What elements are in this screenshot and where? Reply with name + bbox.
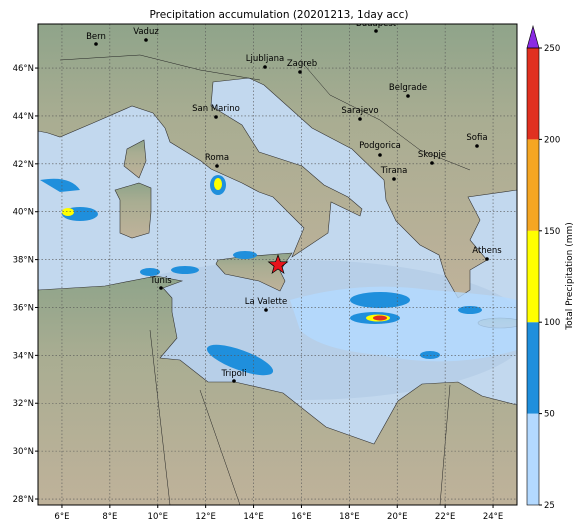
y-tick-label: 36°N xyxy=(13,303,34,313)
city-label: Belgrade xyxy=(389,83,427,93)
y-tick-label: 40°N xyxy=(13,208,34,218)
city-dot xyxy=(94,42,98,46)
y-tick-label: 34°N xyxy=(13,351,34,361)
colorbar-tick-label: 200 xyxy=(544,135,560,145)
europe-land xyxy=(38,24,517,299)
map-area: Bern Vaduz Budapest Ljubljana Zagreb San… xyxy=(38,19,517,505)
colorbar-label: Total Precipitation (mm) xyxy=(565,222,575,331)
colorbar-tick-label: 250 xyxy=(544,44,560,54)
y-tick-label: 32°N xyxy=(13,399,34,409)
city-label: Zagreb xyxy=(287,59,317,69)
colorbar-segment xyxy=(527,139,539,231)
city-label: Ljubljana xyxy=(246,54,284,64)
city-dot xyxy=(159,286,163,290)
map-frame xyxy=(37,23,518,506)
y-tick-label: 46°N xyxy=(13,64,34,74)
corsica xyxy=(123,139,147,179)
y-tick-label: 38°N xyxy=(13,256,34,266)
sardinia xyxy=(114,182,152,239)
precipitation xyxy=(40,175,517,376)
city-dot xyxy=(358,117,362,121)
x-tick-label: 16°E xyxy=(291,512,311,522)
city-label: Roma xyxy=(205,153,229,163)
city-dot xyxy=(475,144,479,148)
city-dot xyxy=(144,38,148,42)
x-tick-label: 8°E xyxy=(102,512,117,522)
borders xyxy=(59,54,471,505)
city-label: La Valette xyxy=(245,297,288,307)
graticule xyxy=(38,24,517,505)
colorbar-extend xyxy=(526,24,540,49)
city-label: Budapest xyxy=(356,19,397,29)
colorbar-tick-label: 150 xyxy=(544,227,560,237)
y-tick-label: 44°N xyxy=(13,112,34,122)
x-tick-label: 24°E xyxy=(483,512,503,522)
city-dot xyxy=(232,379,236,383)
x-tick-label: 14°E xyxy=(243,512,263,522)
x-tick-label: 20°E xyxy=(387,512,407,522)
colorbar-frame xyxy=(526,47,540,506)
city-label: Skopje xyxy=(418,150,446,160)
city-dot xyxy=(430,161,434,165)
colorbar-segment xyxy=(527,413,539,505)
city-label: Vaduz xyxy=(133,27,159,37)
colorbar-tick-label: 50 xyxy=(544,410,555,420)
city-dot xyxy=(263,65,267,69)
colorbar-segment xyxy=(527,230,539,323)
x-tick-label: 10°E xyxy=(148,512,168,522)
colorbar-segment xyxy=(527,322,539,414)
colorbar-tick-label: 25 xyxy=(544,501,555,511)
y-tick-label: 28°N xyxy=(13,495,34,505)
city-dot xyxy=(298,70,302,74)
city-label: Bern xyxy=(86,32,106,42)
city-dot xyxy=(374,29,378,33)
city-label: Podgorica xyxy=(359,141,401,151)
colorbar-segment xyxy=(527,48,539,140)
city-label: Tirana xyxy=(380,166,408,176)
city-dot xyxy=(215,164,219,168)
title: Precipitation accumulation (20201213, 1d… xyxy=(150,9,409,21)
city-label: Athens xyxy=(472,246,502,256)
city-dot xyxy=(264,308,268,312)
city-label: Tunis xyxy=(149,276,172,286)
city-label: Tripoli xyxy=(220,369,246,379)
x-tick-label: 22°E xyxy=(435,512,455,522)
city-dot xyxy=(378,153,382,157)
x-tick-label: 6°E xyxy=(54,512,69,522)
cities: Bern Vaduz Budapest Ljubljana Zagreb San… xyxy=(86,19,502,383)
x-tick-label: 18°E xyxy=(339,512,359,522)
city-dot xyxy=(485,257,489,261)
city-dot xyxy=(406,94,410,98)
x-tick-label: 12°E xyxy=(195,512,215,522)
city-label: San Marino xyxy=(192,104,240,114)
city-label: Sarajevo xyxy=(341,106,378,116)
event-star xyxy=(267,253,289,274)
colorbar-tick-label: 100 xyxy=(544,318,560,328)
y-tick-label: 30°N xyxy=(13,447,34,457)
city-dot xyxy=(392,177,396,181)
y-tick-label: 42°N xyxy=(13,160,34,170)
city-dot xyxy=(214,115,218,119)
city-label: Sofia xyxy=(466,133,487,143)
